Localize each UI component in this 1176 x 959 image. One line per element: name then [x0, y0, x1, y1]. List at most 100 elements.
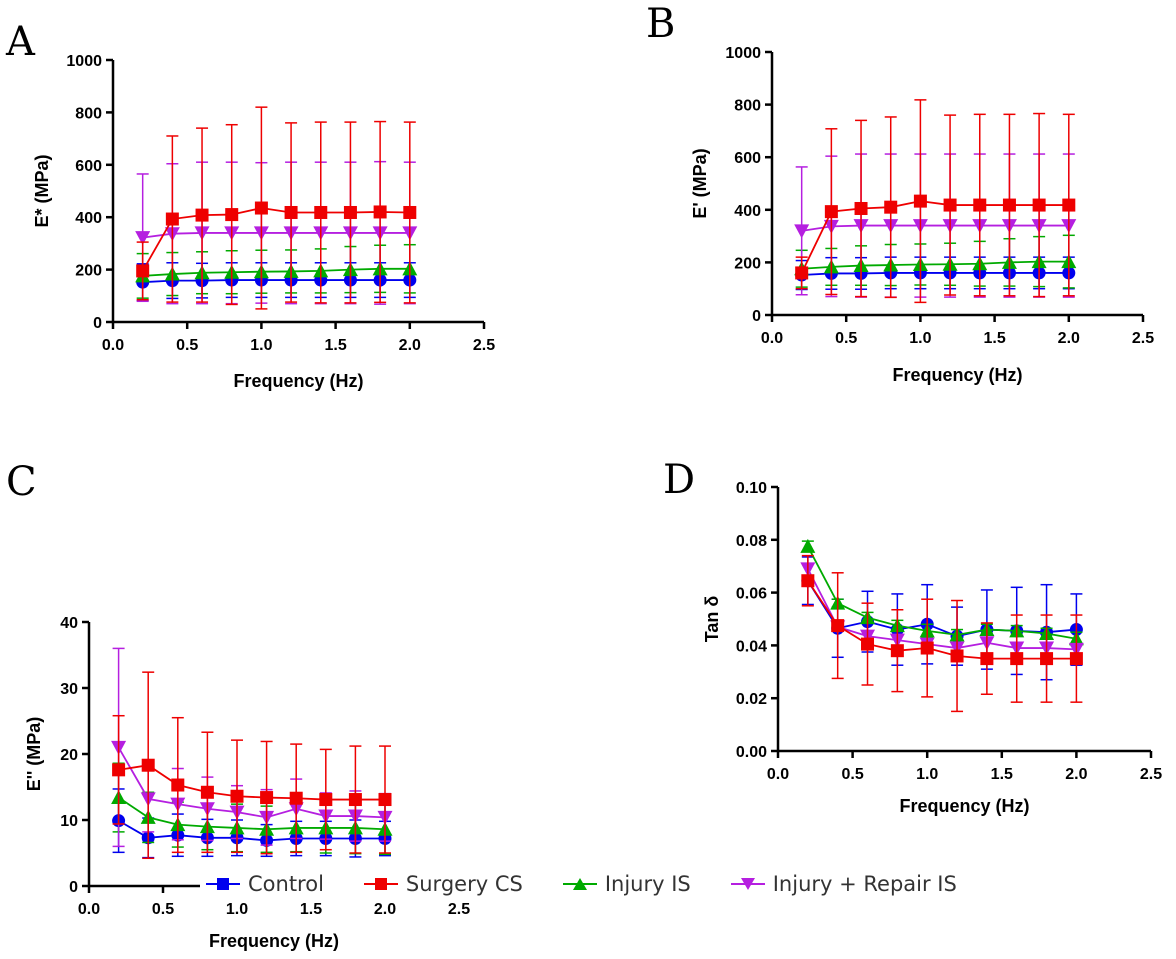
x-tick-label: 0.5: [835, 330, 857, 347]
chart-a: 0 200 400 600 800 1000 0.0 0.5 1.0 1.5 2.0 2.5 Frequ…: [32, 53, 495, 391]
x-tick-label: 2.5: [1140, 766, 1162, 783]
y-tick-label: 400: [734, 203, 761, 220]
x-tick-label: 0.5: [841, 766, 863, 783]
y-axis-title: E* (MPa): [32, 154, 52, 227]
series-injury: [135, 243, 418, 299]
data-point-surgery: [165, 212, 179, 226]
y-tick-label: 600: [75, 158, 102, 175]
legend-label-repair: Injury + Repair IS: [772, 872, 957, 896]
series-line-injury: [801, 260, 1069, 270]
y-tick-label: 0.06: [736, 586, 767, 603]
data-point-surgery: [200, 785, 214, 799]
y-tick-label: 0: [69, 879, 78, 896]
x-axis-title: Frequency (Hz): [899, 796, 1029, 816]
x-tick-label: 2.0: [399, 337, 421, 354]
series-line-injury: [142, 267, 410, 277]
x-axis-title: Frequency (Hz): [209, 931, 339, 951]
data-point-surgery: [319, 793, 333, 807]
x-tick-label: 1.0: [909, 330, 931, 347]
data-point-surgery: [348, 793, 362, 807]
legend-item-surgery: Surgery CS: [363, 872, 523, 896]
data-point-surgery: [920, 641, 934, 655]
data-point-surgery: [1010, 652, 1024, 666]
data-point-surgery: [112, 763, 126, 777]
series-line-surgery: [141, 207, 410, 272]
series-line-injury: [807, 545, 1077, 640]
legend-item-repair: Injury + Repair IS: [730, 872, 957, 896]
x-tick-label: 0.5: [176, 337, 198, 354]
series-surgery: [112, 671, 392, 860]
data-point-surgery: [980, 652, 994, 666]
y-tick-label: 10: [60, 813, 78, 830]
legend-marker-repair: [730, 878, 765, 890]
series-line-repair: [801, 224, 1069, 232]
series-line-control: [142, 279, 410, 284]
y-tick-label: 0.02: [736, 691, 767, 708]
x-tick-label: 2.0: [1058, 330, 1080, 347]
y-tick-label: 600: [734, 150, 761, 167]
data-point-surgery: [136, 264, 150, 278]
data-point-surgery: [973, 198, 987, 212]
y-tick-label: 0.10: [736, 480, 767, 497]
y-tick-label: 40: [60, 615, 78, 632]
legend-item-control: Control: [206, 872, 324, 896]
legend-label-surgery: Surgery CS: [405, 872, 523, 896]
data-point-surgery: [950, 649, 964, 663]
x-axis-title: Frequency (Hz): [892, 365, 1022, 385]
data-point-surgery: [225, 208, 239, 222]
series-surgery: [795, 99, 1076, 304]
data-point-repair: [135, 231, 151, 246]
data-point-surgery: [890, 644, 904, 658]
y-tick-label: 1000: [66, 53, 102, 70]
series-line-surgery: [800, 200, 1069, 274]
x-tick-label: 1.5: [300, 901, 322, 918]
data-point-surgery: [230, 789, 244, 803]
data-point-surgery: [284, 205, 298, 219]
chart-c: 0 10 20 30 40 0.0 0.5 1.0 1.5 2.0 2.5 Frequency (Hz…: [24, 615, 470, 951]
data-point-surgery: [260, 791, 274, 805]
x-tick-label: 2.5: [1132, 330, 1154, 347]
x-tick-label: 1.5: [983, 330, 1005, 347]
x-tick-label: 2.5: [448, 901, 470, 918]
data-point-surgery: [343, 205, 357, 219]
series-injury: [794, 234, 1077, 289]
series-surgery: [136, 106, 417, 310]
legend-label-injury: Injury IS: [604, 872, 691, 896]
y-tick-label: 800: [734, 98, 761, 115]
data-point-surgery: [854, 201, 868, 215]
x-tick-label: 0.5: [152, 901, 174, 918]
series-surgery: [801, 554, 1083, 713]
panel-letter-c: C: [6, 459, 37, 505]
data-point-surgery: [884, 200, 898, 214]
legend-marker-injury: [562, 878, 597, 890]
data-point-surgery: [403, 205, 417, 219]
data-point-surgery: [943, 198, 957, 212]
y-tick-label: 200: [734, 255, 761, 272]
data-point-surgery: [254, 201, 268, 215]
data-point-surgery: [1002, 198, 1016, 212]
y-axis-title: Tan δ: [702, 596, 722, 643]
x-tick-label: 0.0: [767, 766, 789, 783]
x-tick-label: 2.0: [374, 901, 396, 918]
x-axis-title: Frequency (Hz): [233, 371, 363, 391]
data-point-injury: [800, 538, 816, 553]
data-point-surgery: [1032, 198, 1046, 212]
y-tick-label: 0.08: [736, 533, 767, 550]
legend-label-control: Control: [248, 872, 324, 896]
data-point-surgery: [373, 205, 387, 219]
series-line-surgery: [118, 764, 385, 801]
legend-marker-control: [206, 878, 240, 890]
data-point-surgery: [913, 194, 927, 208]
x-tick-label: 1.0: [916, 766, 938, 783]
y-tick-label: 0: [93, 315, 102, 332]
data-point-surgery: [289, 791, 303, 805]
series-repair: [111, 647, 393, 848]
y-axis-title: E' (MPa): [690, 148, 710, 218]
legend-item-injury: Injury IS: [562, 872, 691, 896]
chart-b: 0 200 400 600 800 1000 0.0 0.5 1.0 1.5 2.0 2.5 Frequ…: [690, 45, 1154, 385]
panel-letter-a: A: [6, 19, 35, 65]
data-point-surgery: [141, 758, 155, 772]
data-point-surgery: [171, 778, 185, 792]
y-tick-label: 20: [60, 747, 78, 764]
